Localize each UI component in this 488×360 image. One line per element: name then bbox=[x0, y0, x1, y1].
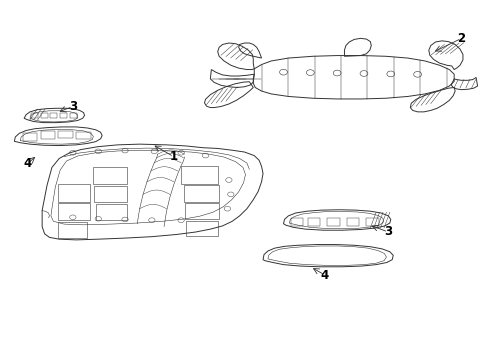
Bar bbox=[76, 132, 91, 139]
Bar bbox=[346, 218, 358, 226]
Bar bbox=[327, 218, 339, 226]
Bar bbox=[41, 113, 47, 118]
Bar bbox=[307, 218, 320, 226]
Text: 4: 4 bbox=[23, 157, 32, 170]
Text: 4: 4 bbox=[320, 269, 328, 282]
Bar bbox=[183, 185, 218, 202]
Bar bbox=[60, 113, 67, 118]
Bar bbox=[93, 167, 127, 184]
Bar bbox=[96, 204, 127, 220]
Text: 1: 1 bbox=[169, 150, 178, 163]
Bar bbox=[366, 218, 378, 226]
Bar bbox=[58, 203, 90, 220]
Bar bbox=[58, 184, 90, 202]
Bar bbox=[58, 222, 87, 238]
Bar bbox=[58, 131, 73, 138]
Bar bbox=[184, 203, 219, 220]
Text: 2: 2 bbox=[456, 32, 465, 45]
Bar bbox=[290, 218, 303, 226]
Bar bbox=[31, 113, 38, 118]
Bar bbox=[70, 113, 77, 118]
Bar bbox=[41, 131, 55, 139]
Bar bbox=[185, 221, 217, 235]
Bar bbox=[181, 166, 217, 184]
Bar bbox=[50, 113, 57, 118]
Text: 3: 3 bbox=[384, 225, 391, 238]
Bar bbox=[94, 186, 127, 202]
Text: 3: 3 bbox=[69, 100, 77, 113]
Bar bbox=[22, 133, 37, 140]
